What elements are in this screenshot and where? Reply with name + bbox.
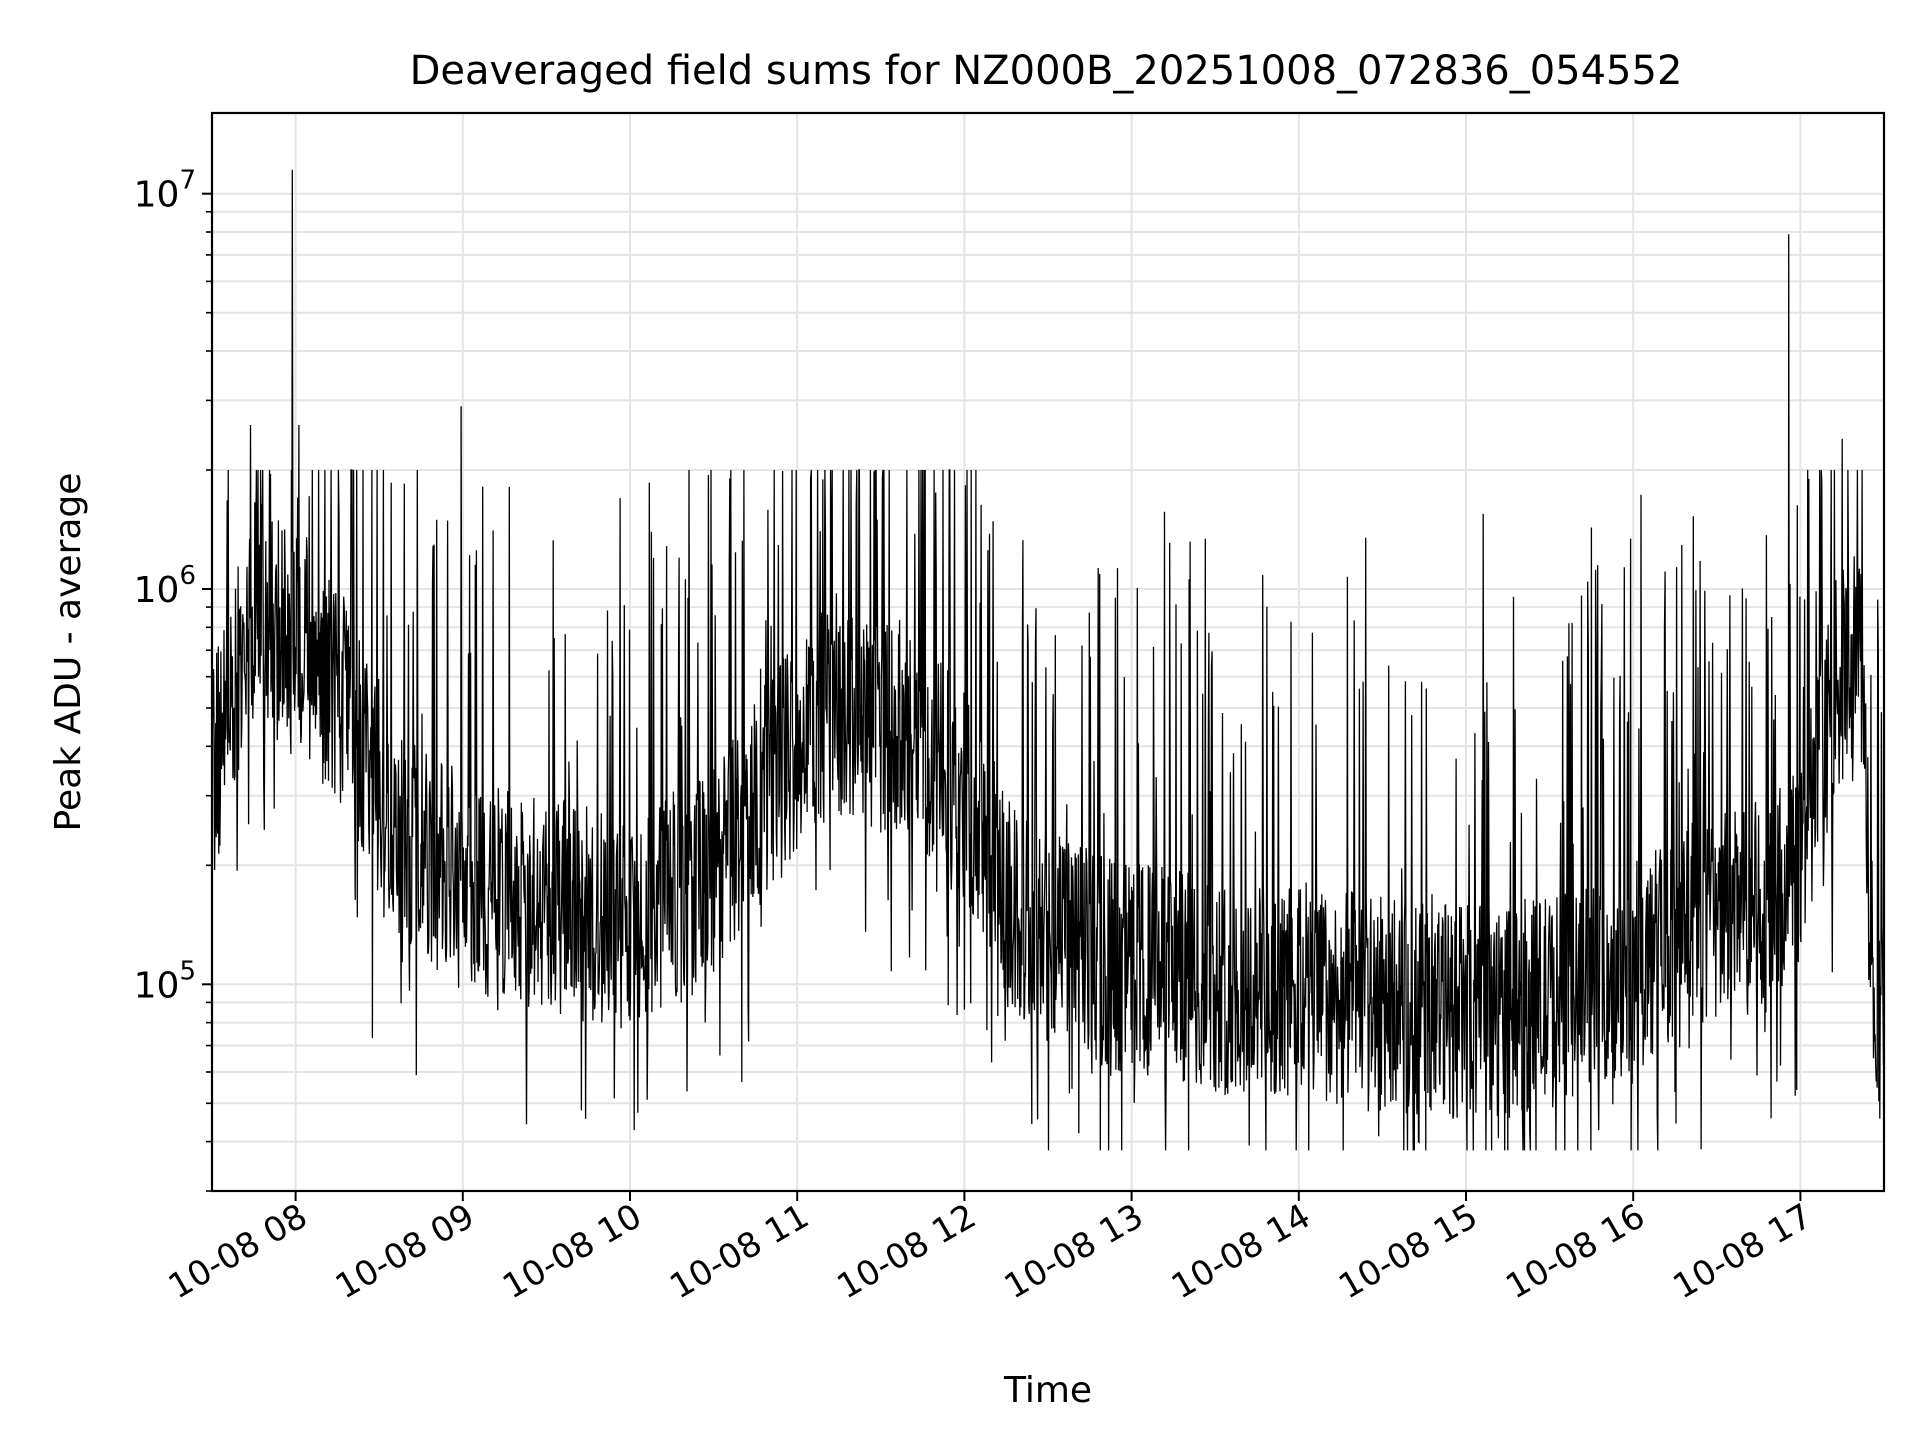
plot-frame — [210, 111, 1886, 1193]
data-series — [211, 169, 1885, 1151]
y-tick-label: 106 — [134, 561, 196, 611]
y-axis-ticks: 105 106 107 — [134, 166, 212, 1192]
y-tick-label: 105 — [134, 956, 196, 1006]
chart-title: Deaveraged field sums for NZ000B_2025100… — [410, 48, 1683, 94]
y-axis-label: Peak ADU - average — [48, 473, 89, 832]
x-axis-label: Time — [1003, 1370, 1092, 1411]
series-line — [211, 169, 1885, 1151]
grid-lines — [212, 113, 1884, 1192]
y-tick-label: 107 — [134, 166, 196, 216]
